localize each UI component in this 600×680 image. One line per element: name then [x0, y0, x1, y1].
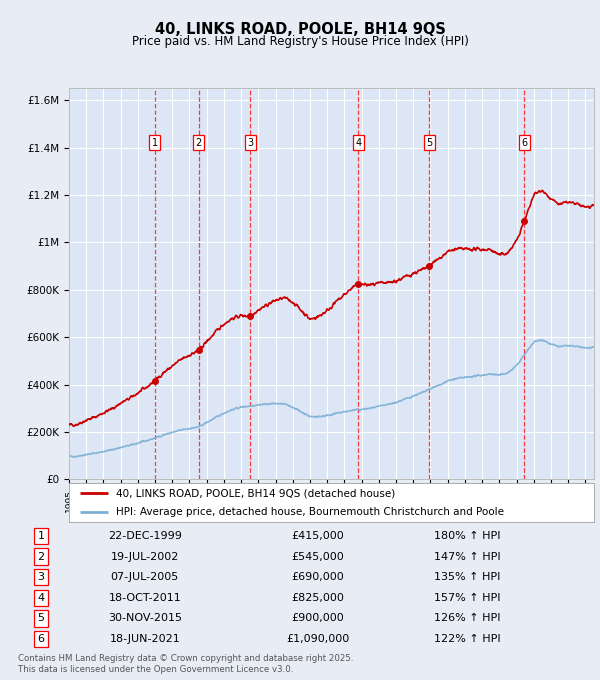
Text: 40, LINKS ROAD, POOLE, BH14 9QS (detached house): 40, LINKS ROAD, POOLE, BH14 9QS (detache…	[116, 488, 395, 498]
Text: 147% ↑ HPI: 147% ↑ HPI	[434, 551, 500, 562]
Text: 40, LINKS ROAD, POOLE, BH14 9QS: 40, LINKS ROAD, POOLE, BH14 9QS	[155, 22, 445, 37]
Text: 135% ↑ HPI: 135% ↑ HPI	[434, 572, 500, 582]
Text: 1: 1	[38, 531, 44, 541]
Text: £825,000: £825,000	[291, 593, 344, 603]
Text: 180% ↑ HPI: 180% ↑ HPI	[434, 531, 500, 541]
Text: £1,090,000: £1,090,000	[286, 634, 349, 644]
Text: 157% ↑ HPI: 157% ↑ HPI	[434, 593, 500, 603]
Text: 122% ↑ HPI: 122% ↑ HPI	[434, 634, 500, 644]
Text: 30-NOV-2015: 30-NOV-2015	[108, 613, 182, 624]
Text: £545,000: £545,000	[291, 551, 344, 562]
Text: 4: 4	[37, 593, 44, 603]
Text: 5: 5	[426, 138, 432, 148]
Text: 2: 2	[37, 551, 44, 562]
Text: Price paid vs. HM Land Registry's House Price Index (HPI): Price paid vs. HM Land Registry's House …	[131, 35, 469, 48]
Text: 6: 6	[521, 138, 527, 148]
Text: 22-DEC-1999: 22-DEC-1999	[108, 531, 182, 541]
Text: 2: 2	[196, 138, 202, 148]
Text: 126% ↑ HPI: 126% ↑ HPI	[434, 613, 500, 624]
Text: 4: 4	[355, 138, 361, 148]
Text: 18-JUN-2021: 18-JUN-2021	[109, 634, 180, 644]
Text: 6: 6	[38, 634, 44, 644]
Text: 3: 3	[38, 572, 44, 582]
Text: 19-JUL-2002: 19-JUL-2002	[110, 551, 179, 562]
Text: 18-OCT-2011: 18-OCT-2011	[109, 593, 181, 603]
Text: £415,000: £415,000	[291, 531, 344, 541]
Text: 07-JUL-2005: 07-JUL-2005	[110, 572, 179, 582]
Text: 5: 5	[38, 613, 44, 624]
Text: £900,000: £900,000	[291, 613, 344, 624]
Text: 3: 3	[247, 138, 253, 148]
Text: 1: 1	[151, 138, 158, 148]
Text: HPI: Average price, detached house, Bournemouth Christchurch and Poole: HPI: Average price, detached house, Bour…	[116, 507, 504, 517]
Text: £690,000: £690,000	[291, 572, 344, 582]
Text: Contains HM Land Registry data © Crown copyright and database right 2025.
This d: Contains HM Land Registry data © Crown c…	[18, 654, 353, 674]
